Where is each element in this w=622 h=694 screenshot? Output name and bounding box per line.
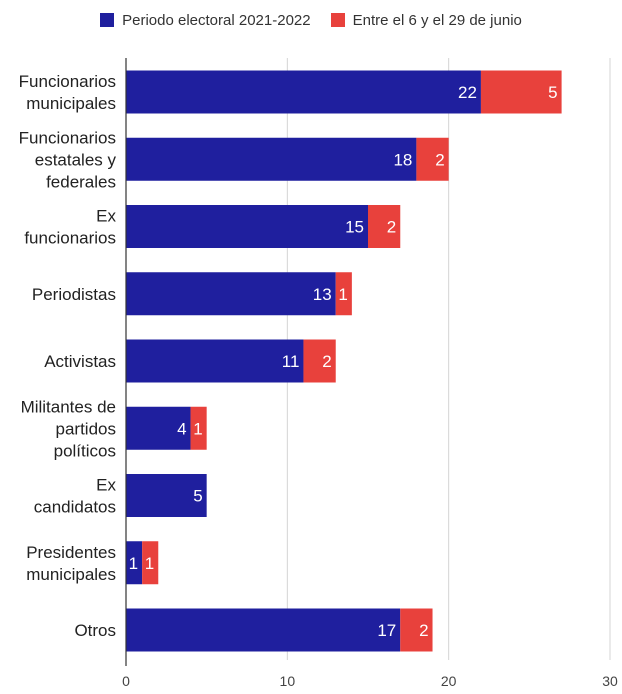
bar-data-label: 2 [435,150,444,169]
bar-segment[interactable] [335,272,352,316]
bar-segment[interactable] [126,339,304,383]
x-tick-label: 20 [441,673,457,689]
y-category-label: Funcionarios municipales [19,72,116,113]
y-category-label: Funcionarios estatales y federales [19,128,117,191]
y-category-label: Activistas [44,352,116,371]
y-category-label: Ex funcionarios [24,207,116,248]
bar-segment[interactable] [400,608,433,652]
bar-segment[interactable] [368,205,401,248]
bar-data-label: 1 [338,285,347,304]
x-tick-label: 10 [280,673,296,689]
bar-segment[interactable] [142,541,159,585]
y-category-label: Presidentes municipales [26,543,116,584]
bar-segment[interactable] [126,205,368,248]
bar-segment[interactable] [480,70,562,114]
y-category-label: Militantes de partidos políticos [21,397,116,460]
bar-segment[interactable] [126,608,401,652]
y-category-label: Otros [74,621,116,640]
bar-segment[interactable] [126,541,143,585]
bar-data-label: 1 [193,419,202,438]
bar-data-label: 1 [145,554,154,573]
bar-data-label: 4 [177,419,186,438]
x-tick-label: 0 [122,673,130,689]
bar-segment[interactable] [126,406,191,450]
bar-data-label: 5 [548,83,557,102]
bar-data-label: 5 [193,487,202,506]
legend-label-series-1: Periodo electoral 2021-2022 [122,11,311,29]
bar-data-label: 1 [129,554,138,573]
bar-segment[interactable] [126,474,207,517]
bar-segment[interactable] [416,137,449,181]
bar-segment[interactable] [190,406,207,450]
bar-data-label: 2 [419,621,428,640]
bar-segment[interactable] [126,137,417,181]
legend-item-series-2[interactable]: Entre el 6 y el 29 de junio [330,11,522,29]
bar-data-label: 18 [393,150,412,169]
legend-label-series-2: Entre el 6 y el 29 de junio [352,11,522,29]
bar-data-label: 22 [458,83,477,102]
bar-data-label: 2 [322,352,331,371]
bar-data-label: 2 [387,218,396,237]
legend: Periodo electoral 2021-2022 Entre el 6 y… [0,8,622,32]
x-tick-label: 30 [602,673,618,689]
y-category-label: Periodistas [32,285,116,304]
bar-data-label: 13 [313,285,332,304]
bar-data-label: 15 [345,218,364,237]
bar-segment[interactable] [126,70,481,114]
legend-item-series-1[interactable]: Periodo electoral 2021-2022 [100,11,311,29]
legend-swatch-series-2 [330,13,345,27]
bar-segment[interactable] [303,339,336,383]
bar-data-label: 11 [282,352,300,371]
bar-data-label: 17 [377,621,396,640]
y-category-label: Ex candidatos [34,476,117,517]
legend-swatch-series-1 [100,13,115,27]
bar-segment[interactable] [126,272,336,316]
